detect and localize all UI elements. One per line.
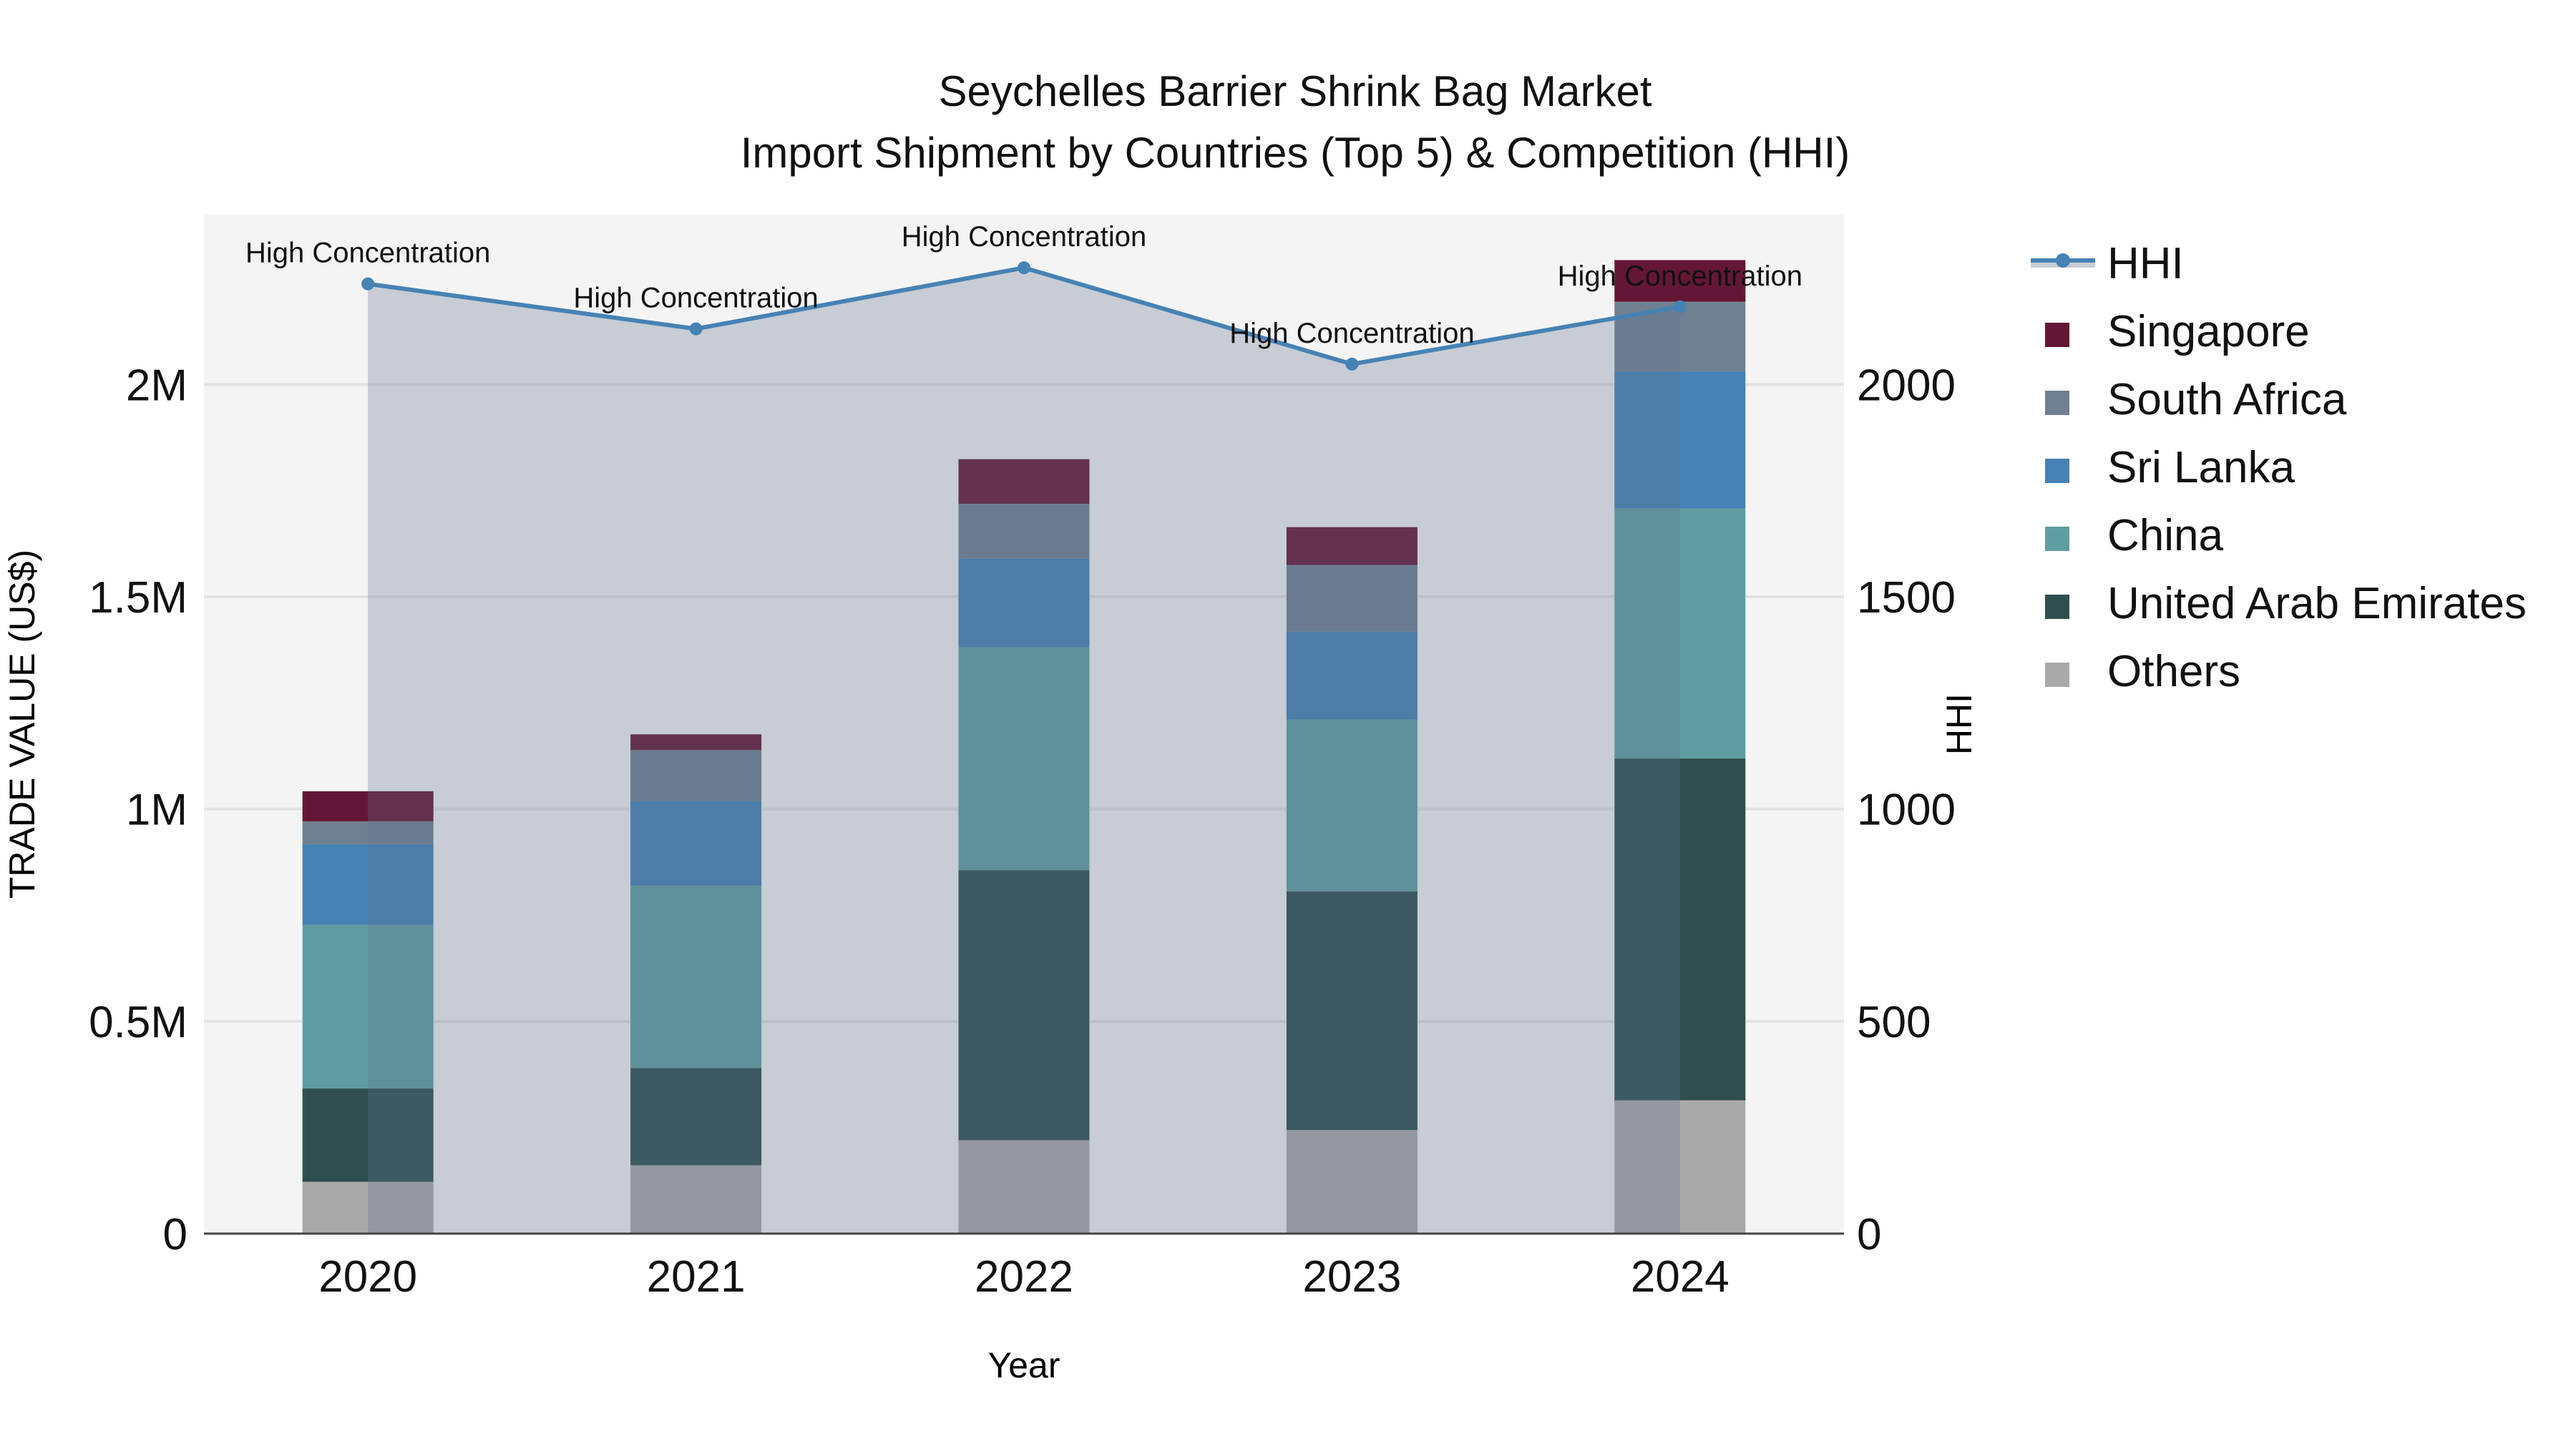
x-axis-title: Year — [987, 1345, 1060, 1385]
square-swatch-icon — [2045, 459, 2069, 483]
bar-segment[interactable] — [630, 801, 762, 886]
bar-segment[interactable] — [1286, 719, 1418, 892]
y-left-tick: 1.5M — [89, 573, 187, 623]
y-right-tick: 2000 — [1857, 361, 1956, 410]
y-left-tick: 0 — [163, 1210, 187, 1259]
bar-segment[interactable] — [1286, 891, 1418, 1131]
hhi-annotations: High Concentration High Concentration High… — [245, 221, 1802, 349]
bar-segment[interactable] — [1614, 758, 1746, 1101]
bar-segment[interactable] — [302, 1181, 434, 1234]
legend-label: Others — [2107, 647, 2241, 696]
x-tick-labels: 2020 2021 2022 2023 2024 — [318, 1252, 1729, 1302]
bar-segment[interactable] — [1286, 527, 1418, 565]
annotation-label: High Concentration — [1229, 318, 1474, 349]
annotation-label: High Concentration — [245, 238, 490, 269]
legend-label: Sri Lanka — [2107, 443, 2295, 492]
bar-segment[interactable] — [630, 1068, 762, 1166]
bar-segment[interactable] — [1614, 260, 1746, 302]
stacked-bars — [302, 260, 1746, 1234]
chart-subtitle: Import Shipment by Countries (Top 5) & C… — [740, 129, 1850, 177]
hhi-marker[interactable] — [1673, 300, 1687, 313]
bar-segment[interactable] — [302, 924, 434, 1089]
bar-segment[interactable] — [1614, 1100, 1746, 1234]
square-swatch-icon — [2045, 595, 2069, 619]
hhi-marker[interactable] — [1345, 357, 1359, 371]
y-right-tick: 0 — [1857, 1210, 1881, 1259]
y-right-tick: 500 — [1857, 997, 1931, 1047]
y-left-axis-title: TRADE VALUE (US$) — [2, 550, 42, 899]
y-left-tick-labels: 0 0.5M 1M 1.5M 2M — [89, 361, 187, 1259]
bar-segment[interactable] — [302, 844, 434, 925]
legend-label: South Africa — [2107, 375, 2347, 424]
square-swatch-icon — [2045, 323, 2069, 347]
bar-segment[interactable] — [630, 750, 762, 801]
hhi-series — [361, 261, 1687, 1234]
bar-segment[interactable] — [958, 558, 1090, 648]
y-right-tick: 1000 — [1857, 786, 1956, 835]
bar-segment[interactable] — [1286, 631, 1418, 720]
bar-segment[interactable] — [1614, 371, 1746, 509]
legend-label: China — [2107, 511, 2223, 560]
bar-segment[interactable] — [1286, 1130, 1418, 1234]
y-right-tick: 1500 — [1857, 573, 1956, 623]
annotation-label: High Concentration — [1558, 260, 1802, 292]
hhi-marker[interactable] — [689, 322, 703, 336]
y-right-axis-title: HHI — [1939, 693, 1979, 755]
chart-title: Seychelles Barrier Shrink Bag Market — [938, 67, 1652, 115]
bar-segment[interactable] — [302, 1088, 434, 1182]
square-swatch-icon — [2045, 391, 2069, 415]
bar-segment[interactable] — [630, 1165, 762, 1234]
square-swatch-icon — [2045, 527, 2069, 551]
bar-segment[interactable] — [630, 885, 762, 1068]
line-marker-icon — [2031, 253, 2095, 268]
legend-label: HHI — [2107, 239, 2184, 288]
annotation-label: High Concentration — [573, 283, 818, 314]
bar-segment[interactable] — [302, 821, 434, 844]
hhi-area — [368, 268, 1680, 1234]
bar-segment[interactable] — [1614, 508, 1746, 759]
x-tick: 2022 — [975, 1252, 1073, 1302]
bar-segment[interactable] — [958, 459, 1090, 504]
bar-segment[interactable] — [958, 504, 1090, 559]
legend-label: Singapore — [2107, 307, 2310, 356]
bar-segment[interactable] — [958, 647, 1090, 871]
bar-segment[interactable] — [302, 791, 434, 821]
hhi-marker[interactable] — [361, 277, 375, 291]
bar-segment[interactable] — [958, 1140, 1090, 1234]
y-right-tick-labels: 0 500 1000 1500 2000 — [1857, 361, 1956, 1259]
x-tick: 2021 — [647, 1252, 746, 1302]
square-swatch-icon — [2045, 663, 2069, 687]
x-tick: 2020 — [318, 1252, 417, 1302]
x-tick: 2023 — [1302, 1252, 1401, 1302]
bar-segment[interactable] — [630, 734, 762, 751]
bar-segment[interactable] — [958, 870, 1090, 1141]
y-left-tick: 2M — [126, 361, 187, 410]
x-tick: 2024 — [1631, 1252, 1729, 1302]
annotation-label: High Concentration — [902, 221, 1146, 253]
hhi-marker[interactable] — [1018, 261, 1030, 275]
y-left-tick: 1M — [126, 786, 187, 835]
bar-segment[interactable] — [1286, 565, 1418, 632]
y-left-tick: 0.5M — [89, 997, 187, 1047]
legend-label: United Arab Emirates — [2107, 579, 2527, 628]
